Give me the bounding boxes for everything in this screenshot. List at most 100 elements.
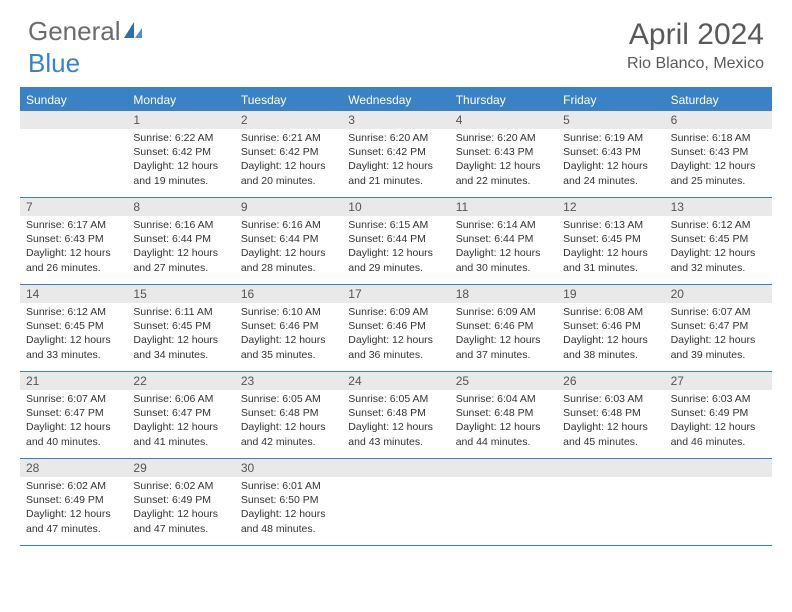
day-detail (20, 129, 127, 135)
day-line: Daylight: 12 hours and 48 minutes. (241, 507, 336, 535)
day-detail: Sunrise: 6:02 AMSunset: 6:49 PMDaylight:… (127, 477, 234, 540)
day-line: Sunset: 6:45 PM (563, 232, 658, 246)
week-row: 14Sunrise: 6:12 AMSunset: 6:45 PMDayligh… (20, 285, 772, 372)
day-line: Sunrise: 6:05 AM (348, 392, 443, 406)
day-detail: Sunrise: 6:19 AMSunset: 6:43 PMDaylight:… (557, 129, 664, 192)
day-line: Sunset: 6:45 PM (133, 319, 228, 333)
day-detail: Sunrise: 6:07 AMSunset: 6:47 PMDaylight:… (665, 303, 772, 366)
day-number: 14 (20, 285, 127, 303)
day-line: Sunset: 6:43 PM (671, 145, 766, 159)
weeks-container: 1Sunrise: 6:22 AMSunset: 6:42 PMDaylight… (20, 111, 772, 546)
day-number: 12 (557, 198, 664, 216)
day-cell: 8Sunrise: 6:16 AMSunset: 6:44 PMDaylight… (127, 198, 234, 284)
day-cell: 6Sunrise: 6:18 AMSunset: 6:43 PMDaylight… (665, 111, 772, 197)
day-line: Sunset: 6:42 PM (348, 145, 443, 159)
day-detail: Sunrise: 6:02 AMSunset: 6:49 PMDaylight:… (20, 477, 127, 540)
day-line: Sunset: 6:44 PM (348, 232, 443, 246)
day-line: Sunset: 6:49 PM (26, 493, 121, 507)
day-number: 9 (235, 198, 342, 216)
day-number: 16 (235, 285, 342, 303)
day-line: Daylight: 12 hours and 30 minutes. (456, 246, 551, 274)
day-detail: Sunrise: 6:07 AMSunset: 6:47 PMDaylight:… (20, 390, 127, 453)
day-number: 22 (127, 372, 234, 390)
week-row: 7Sunrise: 6:17 AMSunset: 6:43 PMDaylight… (20, 198, 772, 285)
week-row: 28Sunrise: 6:02 AMSunset: 6:49 PMDayligh… (20, 459, 772, 546)
day-detail: Sunrise: 6:09 AMSunset: 6:46 PMDaylight:… (450, 303, 557, 366)
day-line: Sunset: 6:49 PM (133, 493, 228, 507)
day-line: Sunset: 6:45 PM (26, 319, 121, 333)
day-line: Daylight: 12 hours and 33 minutes. (26, 333, 121, 361)
day-cell: 3Sunrise: 6:20 AMSunset: 6:42 PMDaylight… (342, 111, 449, 197)
day-number (20, 111, 127, 129)
day-line: Sunrise: 6:09 AM (456, 305, 551, 319)
day-detail: Sunrise: 6:13 AMSunset: 6:45 PMDaylight:… (557, 216, 664, 279)
day-cell: 23Sunrise: 6:05 AMSunset: 6:48 PMDayligh… (235, 372, 342, 458)
day-cell: 19Sunrise: 6:08 AMSunset: 6:46 PMDayligh… (557, 285, 664, 371)
weekday-header: Sunday (20, 89, 127, 111)
day-line: Sunset: 6:43 PM (563, 145, 658, 159)
day-number: 27 (665, 372, 772, 390)
day-line: Sunset: 6:43 PM (456, 145, 551, 159)
day-line: Daylight: 12 hours and 28 minutes. (241, 246, 336, 274)
day-line: Sunset: 6:49 PM (671, 406, 766, 420)
day-detail: Sunrise: 6:12 AMSunset: 6:45 PMDaylight:… (665, 216, 772, 279)
day-number (665, 459, 772, 477)
day-cell: 26Sunrise: 6:03 AMSunset: 6:48 PMDayligh… (557, 372, 664, 458)
day-detail: Sunrise: 6:17 AMSunset: 6:43 PMDaylight:… (20, 216, 127, 279)
day-number: 24 (342, 372, 449, 390)
day-line: Daylight: 12 hours and 26 minutes. (26, 246, 121, 274)
day-number: 2 (235, 111, 342, 129)
day-line: Sunset: 6:42 PM (241, 145, 336, 159)
day-cell (665, 459, 772, 545)
day-line: Daylight: 12 hours and 47 minutes. (26, 507, 121, 535)
day-detail: Sunrise: 6:08 AMSunset: 6:46 PMDaylight:… (557, 303, 664, 366)
day-detail: Sunrise: 6:16 AMSunset: 6:44 PMDaylight:… (127, 216, 234, 279)
week-row: 21Sunrise: 6:07 AMSunset: 6:47 PMDayligh… (20, 372, 772, 459)
day-number: 7 (20, 198, 127, 216)
day-number: 20 (665, 285, 772, 303)
day-detail (342, 477, 449, 483)
day-line: Sunset: 6:50 PM (241, 493, 336, 507)
day-line: Daylight: 12 hours and 38 minutes. (563, 333, 658, 361)
day-cell: 17Sunrise: 6:09 AMSunset: 6:46 PMDayligh… (342, 285, 449, 371)
day-number: 30 (235, 459, 342, 477)
day-cell: 25Sunrise: 6:04 AMSunset: 6:48 PMDayligh… (450, 372, 557, 458)
day-line: Daylight: 12 hours and 22 minutes. (456, 159, 551, 187)
day-detail: Sunrise: 6:21 AMSunset: 6:42 PMDaylight:… (235, 129, 342, 192)
weekday-header: Tuesday (235, 89, 342, 111)
location-label: Rio Blanco, Mexico (627, 55, 764, 73)
day-detail: Sunrise: 6:11 AMSunset: 6:45 PMDaylight:… (127, 303, 234, 366)
day-detail: Sunrise: 6:20 AMSunset: 6:43 PMDaylight:… (450, 129, 557, 192)
day-number: 21 (20, 372, 127, 390)
day-line: Sunrise: 6:03 AM (671, 392, 766, 406)
day-cell: 5Sunrise: 6:19 AMSunset: 6:43 PMDaylight… (557, 111, 664, 197)
day-detail: Sunrise: 6:05 AMSunset: 6:48 PMDaylight:… (342, 390, 449, 453)
day-line: Sunrise: 6:01 AM (241, 479, 336, 493)
day-cell (557, 459, 664, 545)
day-cell: 15Sunrise: 6:11 AMSunset: 6:45 PMDayligh… (127, 285, 234, 371)
day-line: Sunset: 6:45 PM (671, 232, 766, 246)
day-line: Daylight: 12 hours and 43 minutes. (348, 420, 443, 448)
brand-part1: General (28, 18, 121, 44)
day-cell: 2Sunrise: 6:21 AMSunset: 6:42 PMDaylight… (235, 111, 342, 197)
day-cell: 14Sunrise: 6:12 AMSunset: 6:45 PMDayligh… (20, 285, 127, 371)
day-line: Daylight: 12 hours and 29 minutes. (348, 246, 443, 274)
day-line: Sunrise: 6:17 AM (26, 218, 121, 232)
day-number: 19 (557, 285, 664, 303)
day-line: Sunset: 6:46 PM (456, 319, 551, 333)
day-line: Sunset: 6:46 PM (241, 319, 336, 333)
weekday-header: Thursday (450, 89, 557, 111)
day-detail: Sunrise: 6:01 AMSunset: 6:50 PMDaylight:… (235, 477, 342, 540)
day-number: 23 (235, 372, 342, 390)
day-line: Daylight: 12 hours and 20 minutes. (241, 159, 336, 187)
day-line: Daylight: 12 hours and 32 minutes. (671, 246, 766, 274)
day-line: Sunrise: 6:07 AM (26, 392, 121, 406)
day-line: Sunrise: 6:22 AM (133, 131, 228, 145)
weekday-header-row: Sunday Monday Tuesday Wednesday Thursday… (20, 89, 772, 111)
day-cell: 22Sunrise: 6:06 AMSunset: 6:47 PMDayligh… (127, 372, 234, 458)
day-number: 6 (665, 111, 772, 129)
day-line: Daylight: 12 hours and 45 minutes. (563, 420, 658, 448)
day-line: Daylight: 12 hours and 34 minutes. (133, 333, 228, 361)
day-line: Sunset: 6:48 PM (563, 406, 658, 420)
day-number: 28 (20, 459, 127, 477)
